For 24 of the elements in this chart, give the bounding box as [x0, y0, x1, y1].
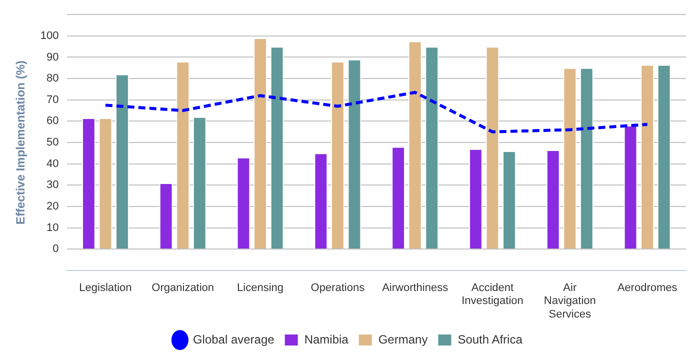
y-tick-label: 90 [46, 51, 59, 64]
y-tick-label: 0 [52, 243, 59, 256]
x-tick-label: Aerodromes [617, 282, 678, 294]
legend-label: Namibia [304, 332, 349, 346]
x-tick-label: Legislation [79, 282, 132, 294]
x-tick-label: Air Navigation Services [544, 282, 596, 320]
y-tick-label: 10 [46, 222, 59, 234]
y-tick-label: 70 [46, 94, 59, 106]
legend-label: Germany [378, 332, 428, 346]
y-tick-label: 50 [46, 136, 59, 149]
x-tick-label: Accident Investigation [462, 282, 524, 308]
y-axis-title: Effective Implementation (%) [14, 60, 28, 225]
y-tick-label: 80 [46, 72, 59, 85]
y-tick-label: 40 [46, 158, 59, 170]
y-tick-label: 20 [46, 200, 59, 212]
x-tick-label: Operations [310, 282, 366, 294]
legend-label: South Africa [458, 332, 523, 346]
y-tick-label: 60 [46, 115, 59, 128]
legend-label: Global average [192, 332, 275, 346]
x-tick-label: Airworthiness [382, 282, 449, 294]
x-tick-label: Licensing [237, 282, 284, 294]
y-tick-label: 100 [40, 30, 59, 42]
x-tick-label: Organization [152, 282, 214, 294]
y-tick-label: 30 [46, 179, 59, 192]
